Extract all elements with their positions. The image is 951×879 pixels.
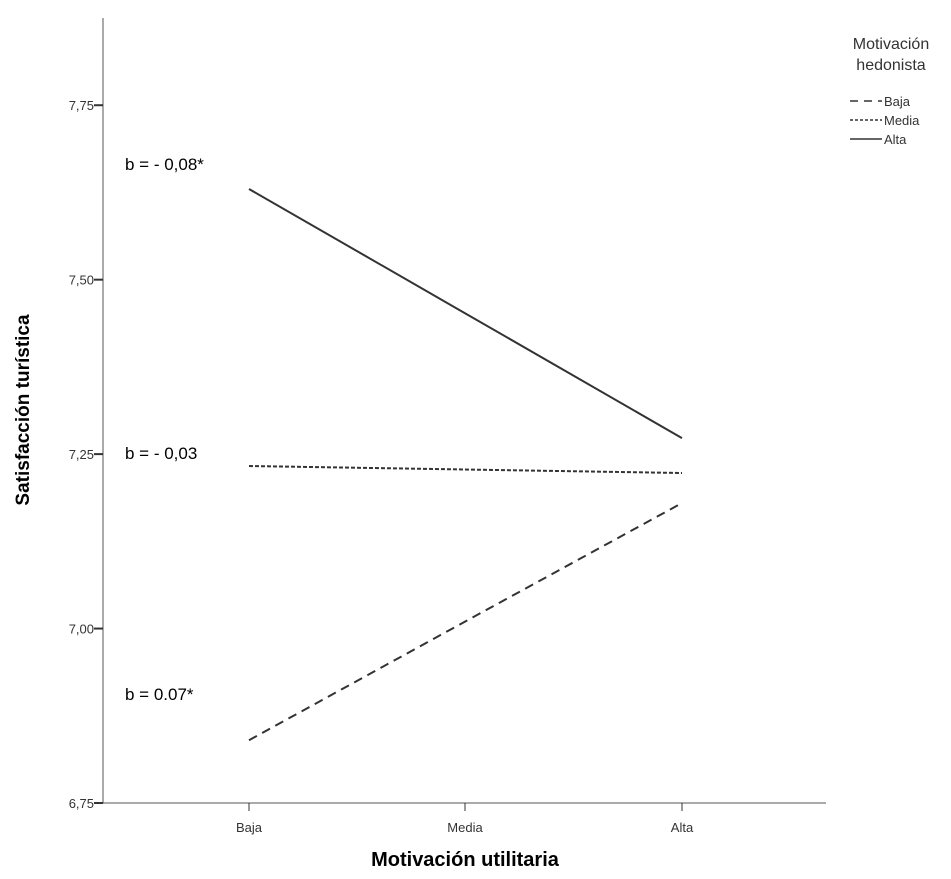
y-axis: 6,75 7,00 7,25 7,50 7,75 — [69, 98, 103, 811]
y-tick-label: 7,50 — [69, 273, 94, 288]
y-tick-label: 7,25 — [69, 447, 94, 462]
series-line-alta — [248, 188, 683, 439]
annotation-layer: b = - 0,08* b = - 0,03 b = 0.07* — [125, 155, 204, 704]
slope-annotation: b = - 0,08* — [125, 155, 204, 174]
legend-items: Baja Media Alta — [850, 94, 920, 147]
legend-label: Baja — [884, 94, 911, 109]
x-axis-title: Motivación utilitaria — [371, 849, 560, 871]
y-axis-title: Satisfacción turística — [13, 314, 34, 506]
series-line-baja — [248, 502, 683, 742]
slope-annotation: b = 0.07* — [125, 685, 194, 704]
plot-area — [102, 18, 826, 804]
y-tick-label: 6,75 — [69, 796, 94, 811]
x-tick-label: Baja — [236, 820, 263, 835]
y-tick-label: 7,75 — [69, 98, 94, 113]
series-line-media — [248, 465, 683, 474]
y-tick-label: 7,00 — [69, 622, 94, 637]
x-tick-label: Alta — [671, 820, 694, 835]
legend-label: Media — [884, 113, 920, 128]
legend-label: Alta — [884, 132, 907, 147]
series-layer — [248, 188, 683, 742]
legend-title-line-2: hedonista — [856, 57, 925, 74]
legend: Motivación hedonista Baja Media Alta — [850, 36, 929, 147]
x-axis: Baja Media Alta — [236, 803, 694, 835]
legend-title-line-1: Motivación — [853, 36, 929, 53]
x-tick-label: Media — [447, 820, 483, 835]
slope-annotation: b = - 0,03 — [125, 444, 197, 463]
